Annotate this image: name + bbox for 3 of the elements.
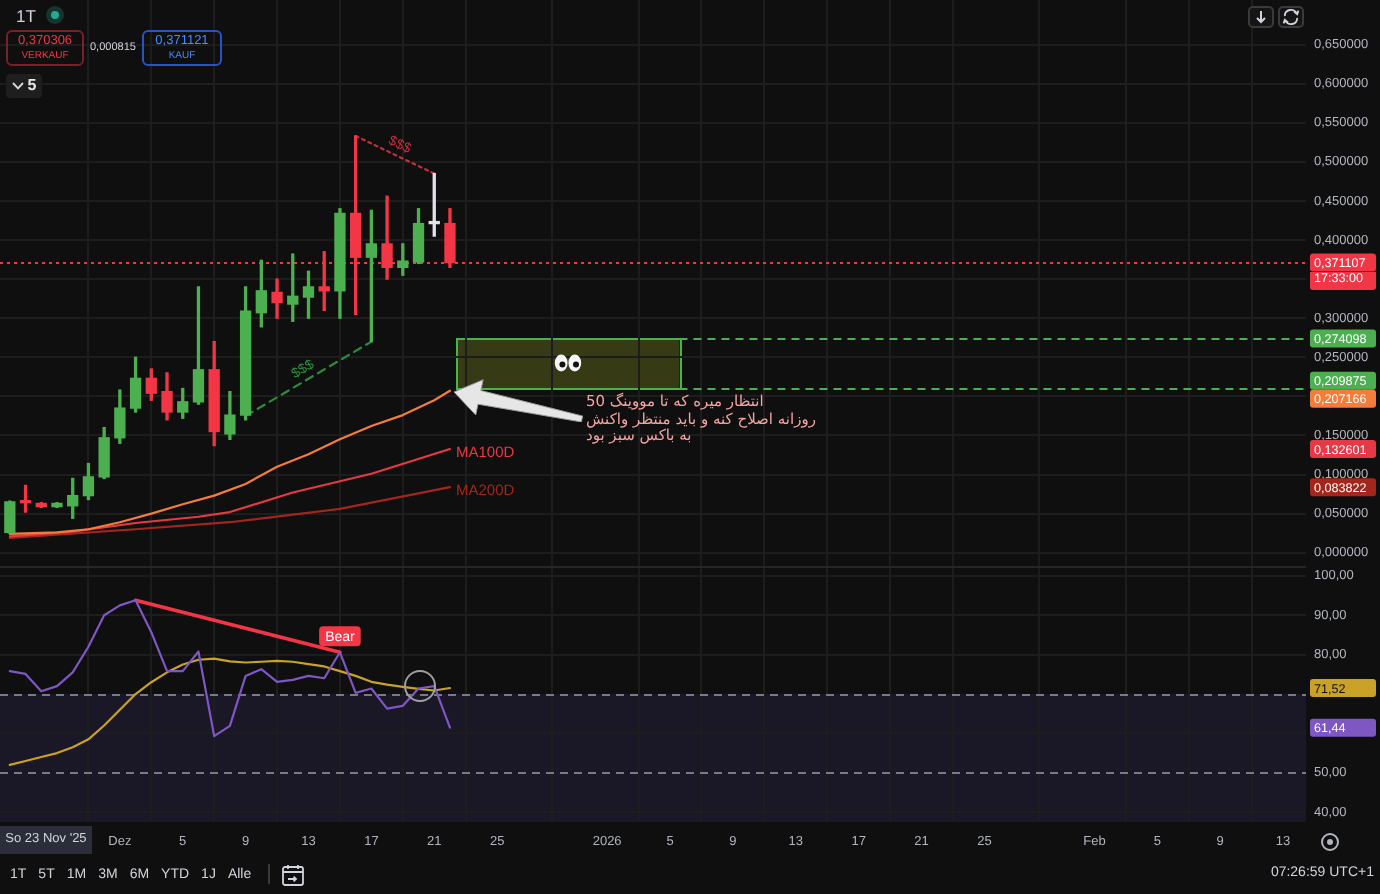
chart-title: 1T (16, 5, 36, 25)
candlestick (271, 278, 283, 319)
annotation: 5 (27, 76, 37, 94)
